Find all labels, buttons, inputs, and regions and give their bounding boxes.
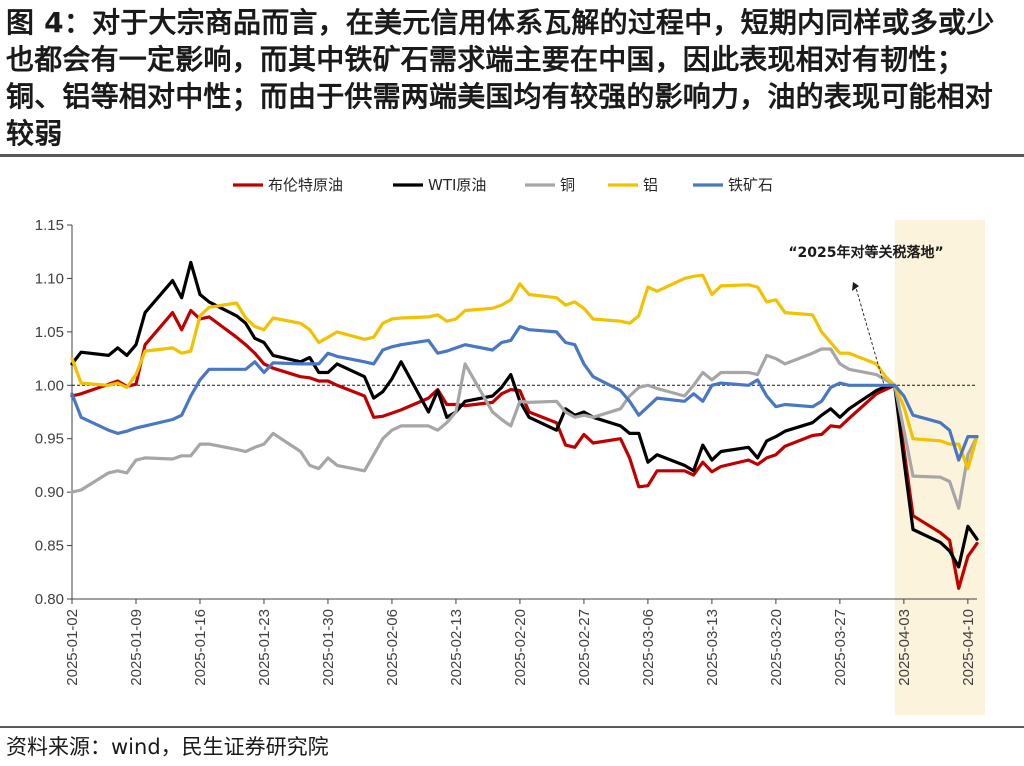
- bottom-divider: [0, 726, 1024, 728]
- legend-label-4: 铁矿石: [728, 176, 773, 194]
- y-tick-label: 1.05: [35, 324, 64, 341]
- x-tick-label: 2025-01-23: [256, 609, 273, 686]
- x-tick-label: 2025-02-06: [384, 609, 401, 686]
- series-line-1: [70, 260, 979, 569]
- top-divider: [0, 154, 1024, 157]
- annotation-arrow: [855, 287, 885, 384]
- source-note: 资料来源：wind，民生证券研究院: [6, 735, 329, 759]
- x-axis: 2025-01-02 2025-01-09 2025-01-16 2025-01-23…: [64, 598, 977, 686]
- y-tick-label: 0.95: [35, 431, 64, 448]
- legend: 布伦特原油 WTI原油 铜 铝 铁矿石: [233, 176, 773, 194]
- x-tick-label: 2025-01-16: [192, 609, 209, 686]
- annotation: “2025年对等关税落地”: [788, 244, 944, 384]
- series-line-2: [70, 347, 979, 510]
- annotation-text: “2025年对等关税落地”: [788, 244, 943, 261]
- x-tick-label: 2025-03-13: [704, 609, 721, 686]
- y-tick-label: 1.10: [35, 270, 64, 287]
- annotation-arrowhead: [852, 282, 859, 291]
- y-tick-label: 0.80: [35, 591, 64, 608]
- legend-label-3: 铝: [643, 176, 658, 194]
- x-tick-label: 2025-01-02: [64, 609, 81, 686]
- x-tick-label: 2025-02-13: [448, 609, 465, 686]
- x-tick-label: 2025-02-27: [576, 609, 593, 686]
- y-tick-label: 1.00: [35, 377, 64, 394]
- series-lines: [70, 260, 979, 590]
- y-tick-label: 0.90: [35, 484, 64, 501]
- y-tick-label: 1.15: [35, 217, 64, 234]
- x-tick-label: 2025-03-06: [640, 609, 657, 686]
- legend-label-2: 铜: [560, 176, 575, 194]
- x-tick-label: 2025-01-09: [128, 609, 145, 686]
- x-tick-label: 2025-03-27: [832, 609, 849, 686]
- x-tick-label: 2025-02-20: [512, 609, 529, 686]
- legend-label-0: 布伦特原油: [268, 176, 343, 194]
- x-tick-label: 2025-04-10: [960, 609, 977, 686]
- y-axis: 0.80 0.85 0.90 0.95 1.00 1.05 1.10 1.15: [35, 217, 73, 608]
- y-tick-label: 0.85: [35, 538, 64, 555]
- x-tick-label: 2025-03-20: [768, 609, 785, 686]
- series-line-3: [70, 273, 979, 471]
- series-line-4: [70, 324, 979, 462]
- line-chart: 布伦特原油 WTI原油 铜 铝 铁矿石 0.80 0.85 0.90 0.95 1.00 1.05…: [35, 176, 985, 715]
- x-tick-label: 2025-04-03: [896, 609, 913, 686]
- x-tick-label: 2025-01-30: [320, 609, 337, 686]
- legend-label-1: WTI原油: [428, 176, 486, 194]
- chart-title: 图 4：对于大宗商品而言，在美元信用体系瓦解的过程中，短期内同样或多或少也都会有…: [6, 6, 995, 150]
